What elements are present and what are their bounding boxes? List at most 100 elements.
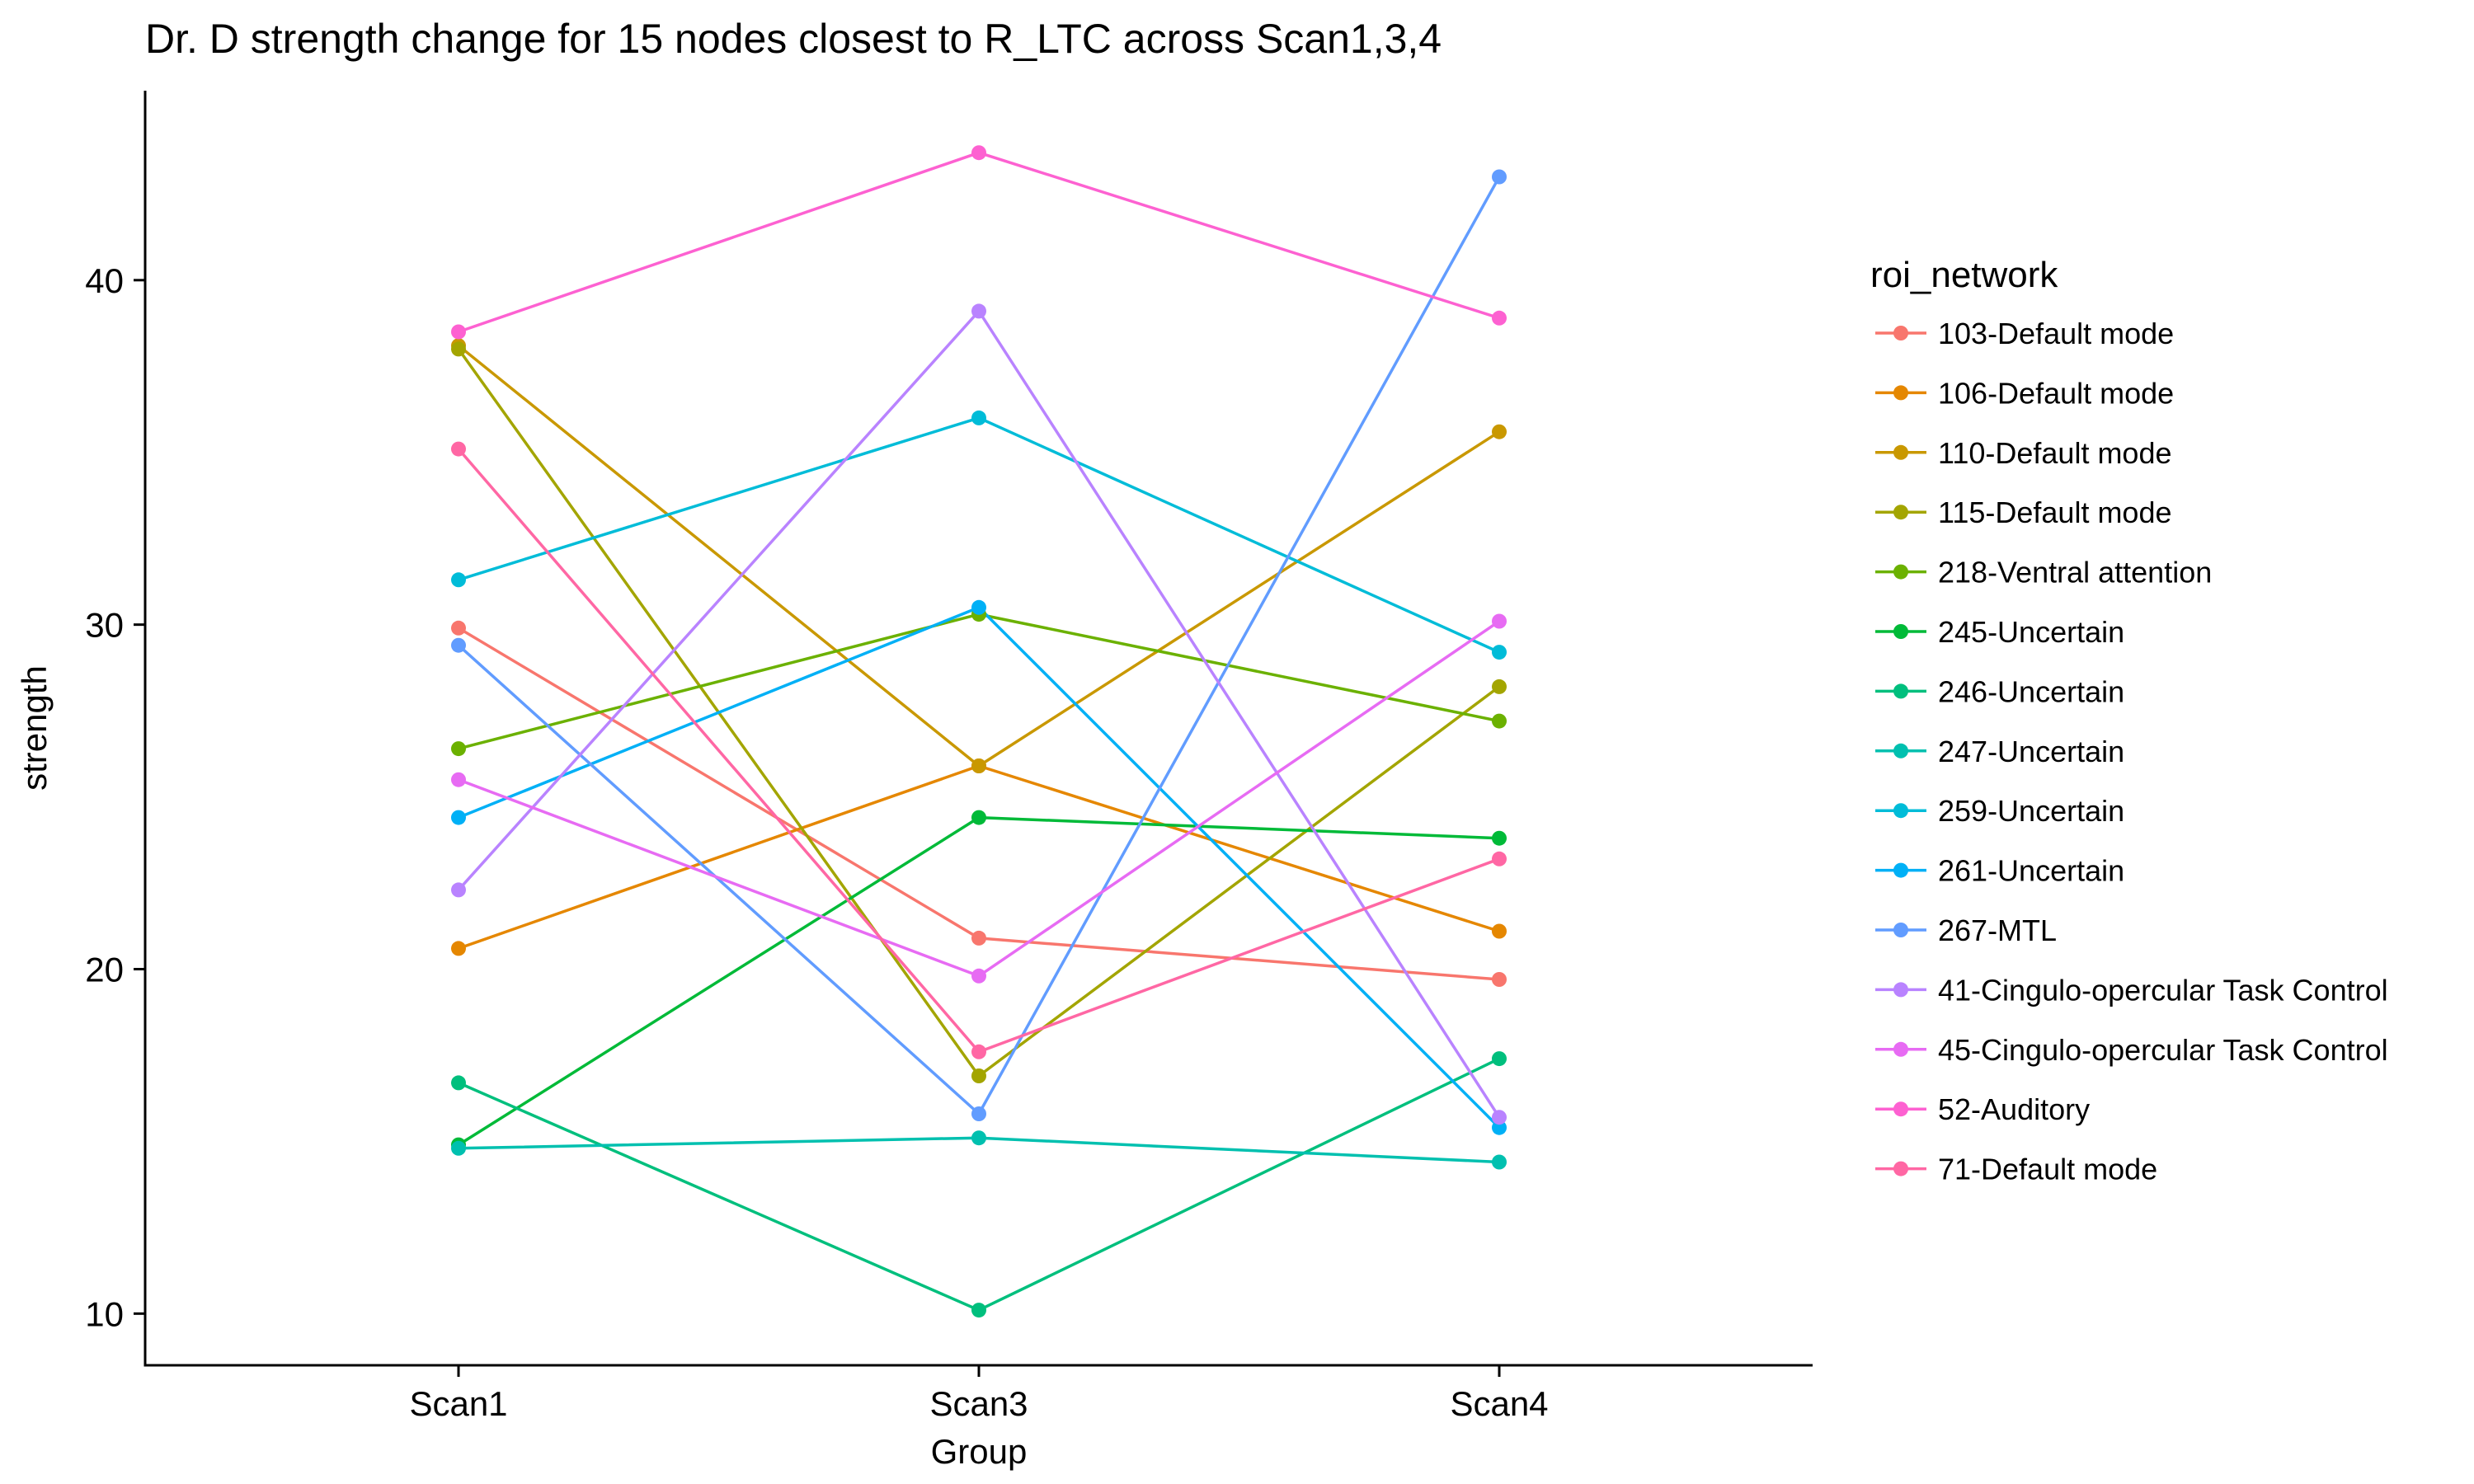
legend-label: 267-MTL (1938, 913, 2057, 947)
y-tick-label: 10 (85, 1294, 124, 1333)
x-axis-title: Group (931, 1432, 1028, 1471)
data-point-52-auditory-scan1 (451, 324, 466, 340)
legend-label: 247-Uncertain (1938, 735, 2124, 768)
series-points (451, 145, 1507, 1318)
data-point-247-uncertain-scan1 (451, 1140, 466, 1156)
legend-title: roi_network (1870, 255, 2058, 295)
x-tick-label-scan3: Scan3 (929, 1384, 1028, 1423)
data-point-247-uncertain-scan4 (1492, 1154, 1507, 1170)
legend-item-218-ventral-attention: 218-Ventral attention (1875, 556, 2212, 589)
legend-key-point (1893, 1101, 1908, 1117)
legend-key-point (1893, 326, 1908, 340)
y-axis-ticks: 10 20 30 40 (85, 261, 145, 1333)
data-point-267-mtl-scan4 (1492, 169, 1507, 185)
legend-key-point (1893, 982, 1908, 998)
data-point-261-uncertain-scan1 (451, 810, 466, 825)
data-point-115-default-mode-scan3 (971, 1068, 986, 1083)
data-point-41-cingulo-opercular-task-control-scan3 (971, 303, 986, 319)
data-point-106-default-mode-scan1 (451, 941, 466, 956)
legend-label: 261-Uncertain (1938, 854, 2124, 888)
legend-label: 110-Default mode (1938, 436, 2172, 470)
legend-key-point (1893, 385, 1908, 401)
data-point-115-default-mode-scan1 (451, 341, 466, 357)
legend-item-71-default-mode: 71-Default mode (1875, 1153, 2157, 1186)
legend-key-point (1893, 624, 1908, 639)
data-point-103-default-mode-scan3 (971, 930, 986, 946)
data-point-246-uncertain-scan4 (1492, 1051, 1507, 1067)
legend-key-point (1893, 1041, 1908, 1057)
legend-item-261-uncertain: 261-Uncertain (1875, 854, 2124, 888)
x-tick-label-scan1: Scan1 (409, 1384, 507, 1423)
y-tick-label: 20 (85, 950, 124, 989)
data-point-259-uncertain-scan3 (971, 410, 986, 425)
legend-key-point (1893, 444, 1908, 460)
legend-label: 246-Uncertain (1938, 674, 2124, 708)
data-point-52-auditory-scan4 (1492, 310, 1507, 326)
legend-item-246-uncertain: 246-Uncertain (1875, 674, 2124, 708)
series-line-110-default-mode (457, 344, 1500, 768)
data-point-267-mtl-scan1 (451, 637, 466, 653)
data-point-45-cingulo-opercular-task-control-scan4 (1492, 613, 1507, 629)
x-tick-label-scan4: Scan4 (1450, 1384, 1548, 1423)
data-point-247-uncertain-scan3 (971, 1130, 986, 1146)
y-tick-label: 40 (85, 261, 124, 300)
legend-label: 245-Uncertain (1938, 615, 2124, 649)
legend: roi_network 103-Default mode 106-Default … (1870, 255, 2388, 1186)
data-point-71-default-mode-scan4 (1492, 851, 1507, 866)
legend-item-106-default-mode: 106-Default mode (1875, 376, 2174, 410)
data-point-218-ventral-attention-scan1 (451, 741, 466, 757)
legend-key-point (1893, 683, 1908, 699)
series-line-41-cingulo-opercular-task-control (457, 309, 1501, 1119)
legend-label: 259-Uncertain (1938, 794, 2124, 828)
legend-item-245-uncertain: 245-Uncertain (1875, 615, 2124, 649)
legend-item-115-default-mode: 115-Default mode (1875, 495, 2172, 529)
series-line-71-default-mode (457, 448, 1500, 1054)
data-point-259-uncertain-scan4 (1492, 645, 1507, 660)
data-point-267-mtl-scan3 (971, 1106, 986, 1121)
legend-key-point (1893, 923, 1908, 937)
legend-label: 106-Default mode (1938, 376, 2174, 410)
data-point-52-auditory-scan3 (971, 145, 986, 161)
legend-label: 45-Cingulo-opercular Task Control (1938, 1033, 2388, 1067)
data-point-106-default-mode-scan4 (1492, 923, 1507, 939)
legend-item-247-uncertain: 247-Uncertain (1875, 735, 2124, 768)
data-point-246-uncertain-scan1 (451, 1075, 466, 1091)
data-point-218-ventral-attention-scan4 (1492, 713, 1507, 729)
y-axis-title: strength (15, 665, 54, 791)
legend-item-45-cingulo-opercular-task-control: 45-Cingulo-opercular Task Control (1875, 1033, 2388, 1067)
legend-key-point (1893, 862, 1908, 878)
legend-key-point (1893, 564, 1908, 580)
data-point-110-default-mode-scan3 (971, 758, 986, 773)
data-point-110-default-mode-scan4 (1492, 424, 1507, 439)
legend-label: 218-Ventral attention (1938, 556, 2212, 589)
data-point-45-cingulo-opercular-task-control-scan3 (971, 968, 986, 984)
series-line-45-cingulo-opercular-task-control (458, 620, 1500, 978)
legend-key-point (1893, 505, 1908, 520)
legend-items: 103-Default mode 106-Default mode 110-Defa… (1875, 317, 2388, 1186)
chart-title: Dr. D strength change for 15 nodes close… (145, 16, 1442, 62)
legend-label: 52-Auditory (1938, 1092, 2090, 1126)
series-line-106-default-mode (458, 764, 1500, 951)
series-line-246-uncertain (458, 1057, 1500, 1312)
data-point-41-cingulo-opercular-task-control-scan1 (451, 882, 466, 898)
legend-item-110-default-mode: 110-Default mode (1875, 436, 2172, 470)
legend-label: 71-Default mode (1938, 1153, 2157, 1186)
legend-item-52-auditory: 52-Auditory (1875, 1092, 2090, 1126)
x-axis-ticks: Scan1 Scan3 Scan4 (409, 1365, 1549, 1423)
data-point-103-default-mode-scan1 (451, 620, 466, 636)
data-point-261-uncertain-scan4 (1492, 1120, 1507, 1135)
legend-key-point (1893, 1161, 1908, 1176)
data-point-246-uncertain-scan3 (971, 1303, 986, 1318)
legend-key-point (1893, 743, 1908, 758)
data-point-115-default-mode-scan4 (1492, 679, 1507, 694)
data-point-103-default-mode-scan4 (1492, 972, 1507, 987)
legend-label: 115-Default mode (1938, 495, 2172, 529)
data-point-41-cingulo-opercular-task-control-scan4 (1492, 1110, 1507, 1125)
legend-label: 103-Default mode (1938, 317, 2174, 350)
data-point-71-default-mode-scan1 (451, 441, 466, 457)
legend-label: 41-Cingulo-opercular Task Control (1938, 973, 2388, 1007)
data-point-259-uncertain-scan1 (451, 572, 466, 588)
legend-item-259-uncertain: 259-Uncertain (1875, 794, 2124, 828)
data-point-71-default-mode-scan3 (971, 1044, 986, 1059)
